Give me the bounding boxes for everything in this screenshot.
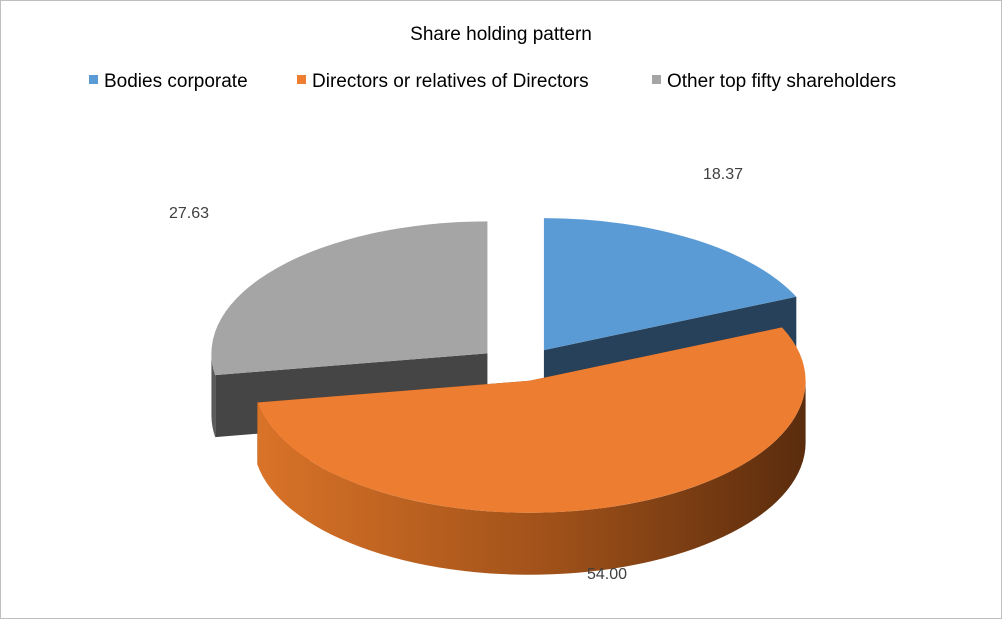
legend-label-bodies-corporate: Bodies corporate — [104, 71, 248, 92]
data-label-other-top-fifty-shareholders: 27.63 — [169, 205, 209, 222]
chart-title: Share holding pattern — [410, 24, 592, 45]
legend-label-other-top-fifty-shareholders: Other top fifty shareholders — [667, 71, 896, 92]
data-label-directors-or-relatives-of-directors: 54.00 — [587, 566, 627, 583]
slice-top-other-top-fifty-shareholders — [211, 221, 488, 376]
pie-sides — [211, 218, 806, 575]
legend-label-directors-or-relatives-of-directors: Directors or relatives of Directors — [312, 71, 589, 92]
slice-directors-or-relatives-of-directors — [257, 327, 806, 575]
data-labels: 18.37 54.00 27.63 — [169, 166, 743, 583]
slice-top-directors-or-relatives-of-directors — [257, 327, 806, 513]
legend: Bodies corporate Directors or relatives o… — [89, 71, 896, 92]
slice-top-bodies-corporate — [543, 218, 797, 351]
data-label-bodies-corporate: 18.37 — [703, 166, 743, 183]
legend-swatch-bodies-corporate — [89, 75, 98, 84]
legend-swatch-directors-or-relatives-of-directors — [297, 75, 306, 84]
legend-swatch-other-top-fifty-shareholders — [652, 75, 661, 84]
slice-wall-other-top-fifty-shareholders — [211, 353, 216, 438]
slice-wall-directors-or-relatives-of-directors — [257, 380, 806, 575]
